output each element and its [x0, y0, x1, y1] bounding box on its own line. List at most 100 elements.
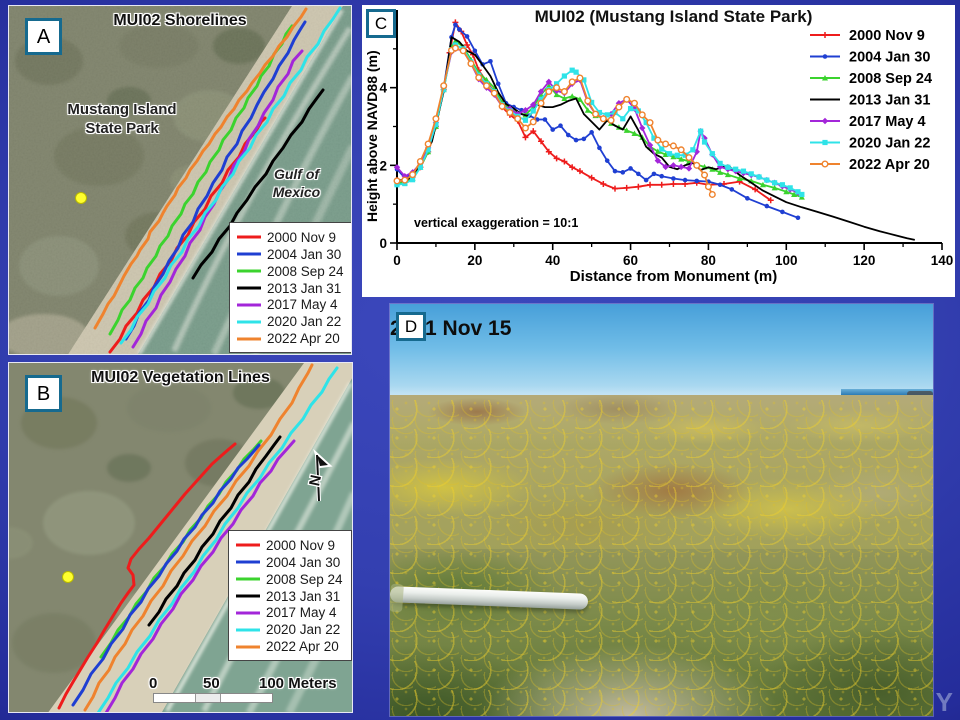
marker-plus — [576, 168, 583, 175]
marker-square — [701, 139, 708, 145]
scalebar-0: 0 — [149, 675, 158, 692]
legend-row: 2000 Nov 9 — [236, 229, 344, 246]
x-tick-label: 140 — [931, 253, 954, 268]
legend-swatch — [236, 645, 260, 649]
shoreline-2013 — [191, 88, 325, 280]
shoreline-2004 — [124, 20, 307, 341]
marker-circle-open — [704, 183, 712, 191]
shoreline-2000 — [108, 116, 267, 354]
marker-circle-open — [646, 119, 654, 127]
marker-circle-open — [560, 88, 568, 96]
marker-circle-open — [506, 109, 514, 117]
marker-triangle — [736, 175, 743, 182]
panel-c-letter: C — [374, 14, 388, 33]
scalebar-bar — [153, 693, 273, 703]
marker-diamond — [693, 148, 700, 155]
marker-triangle — [545, 82, 552, 89]
marker-plus — [561, 158, 568, 165]
marker-circle — [464, 34, 470, 39]
legend-swatch — [237, 235, 261, 239]
legend-swatch — [236, 594, 260, 598]
marker-circle — [472, 48, 478, 54]
marker-circle — [604, 158, 610, 163]
marker-square — [717, 160, 723, 166]
marker-plus — [588, 174, 595, 181]
legend-swatch — [236, 611, 260, 615]
marker-plus — [530, 128, 537, 135]
marker-circle — [671, 176, 676, 181]
marker-triangle — [791, 191, 798, 197]
profile-plot: 0 20 40 60 80 100 120 140 0 2 4 2000 Nov 9 2004 Jan … — [379, 10, 954, 268]
panel-c-label: C — [366, 9, 396, 38]
marker-circle-open — [521, 124, 529, 132]
marker-circle-open — [630, 99, 638, 107]
photo-flower-speckle — [390, 400, 933, 716]
marker-circle-open — [475, 74, 483, 82]
panel-c-profile-chart: 0 20 40 60 80 100 120 140 0 2 4 2000 Nov 9 2004 Jan … — [362, 5, 955, 297]
marker-circle-open — [677, 146, 685, 154]
marker-square — [748, 171, 754, 177]
marker-circle — [612, 168, 618, 174]
chart-legend-entry: 2022 Apr 20 — [849, 157, 930, 173]
marker-plus — [600, 180, 607, 187]
panel-a-letter: A — [36, 25, 51, 48]
vegline-2022 — [83, 363, 314, 712]
marker-triangle — [685, 158, 692, 164]
marker-diamond — [821, 117, 829, 125]
marker-circle-open — [537, 99, 545, 107]
marker-square — [635, 108, 641, 114]
x-tick-label: 40 — [545, 253, 560, 268]
legend-swatch — [237, 303, 261, 307]
x-tick-label: 100 — [775, 253, 798, 268]
marker-plus — [553, 155, 560, 162]
marker-square — [573, 69, 579, 75]
marker-circle-open — [432, 115, 440, 123]
legend-swatch — [237, 252, 261, 256]
marker-triangle — [452, 38, 459, 44]
chart-legend-entry: 2017 May 4 — [849, 114, 926, 130]
marker-square — [627, 106, 634, 112]
marker-plus — [522, 134, 529, 141]
marker-circle — [628, 166, 633, 171]
x-tick-label: 20 — [467, 253, 482, 268]
marker-circle-open — [607, 116, 615, 124]
marker-diamond — [654, 157, 662, 164]
marker-circle — [565, 132, 571, 138]
marker-circle — [729, 187, 735, 192]
legend-swatch — [236, 577, 260, 581]
marker-circle-open — [490, 89, 498, 97]
marker-circle — [597, 145, 602, 151]
marker-square — [538, 96, 544, 102]
legend-row: 2022 Apr 20 — [235, 638, 343, 655]
y-tick-label: 0 — [379, 236, 387, 251]
marker-square — [441, 87, 447, 93]
panel-a-label: A — [25, 18, 62, 55]
marker-triangle — [569, 93, 576, 99]
chart-title: MUI02 (Mustang Island State Park) — [534, 7, 813, 26]
marker-circle-open — [654, 136, 662, 144]
marker-circle-open — [685, 154, 693, 162]
marker-circle-open — [662, 140, 670, 148]
marker-circle — [620, 170, 626, 175]
marker-triangle — [654, 148, 661, 154]
marker-circle — [694, 178, 700, 184]
vertical-exaggeration-note: vertical exaggeration = 10:1 — [414, 216, 579, 230]
legend-row: 2020 Jan 22 — [236, 313, 344, 330]
marker-circle — [589, 130, 594, 135]
monument-marker — [75, 192, 87, 204]
marker-circle — [456, 27, 462, 32]
marker-square — [674, 152, 680, 158]
marker-circle — [651, 171, 657, 177]
marker-square — [522, 117, 529, 123]
profile-2013-jan-31 — [396, 36, 915, 241]
marker-circle-open — [576, 74, 584, 82]
legend-row: 2017 May 4 — [236, 296, 344, 313]
chart-legend-entry: 2004 Jan 30 — [849, 50, 930, 66]
vegline-2000 — [57, 442, 237, 710]
marker-square — [740, 168, 747, 174]
chart-legend-entry: 2020 Jan 22 — [849, 136, 930, 152]
x-tick-label: 80 — [701, 253, 716, 268]
north-letter: N — [306, 473, 325, 487]
marker-circle — [573, 137, 579, 143]
marker-plus — [623, 184, 630, 191]
